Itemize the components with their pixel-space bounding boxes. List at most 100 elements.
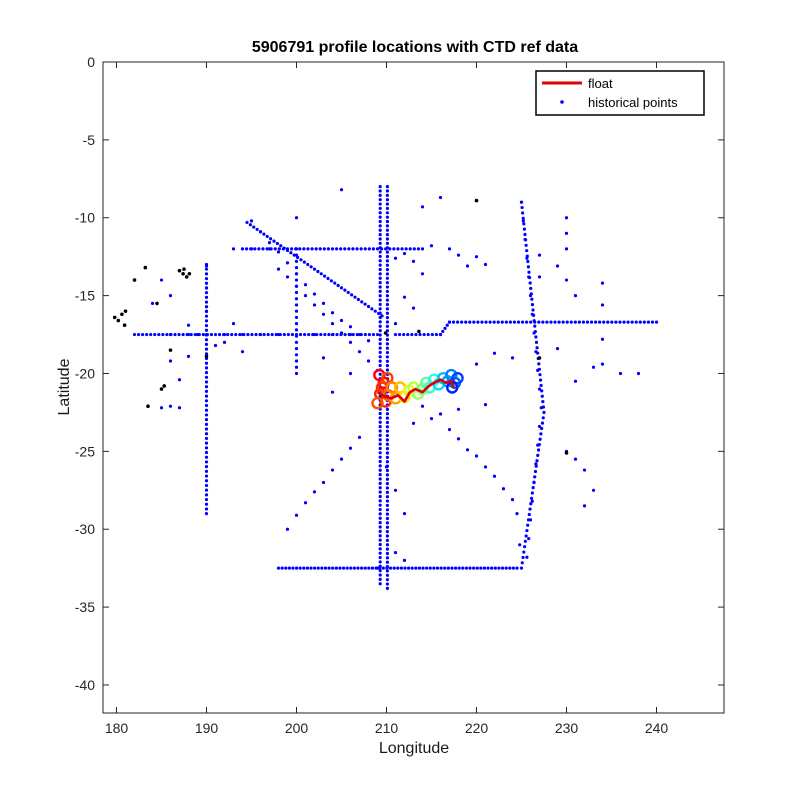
historical-point <box>460 320 464 324</box>
historical-point <box>289 251 293 255</box>
historical-point <box>526 523 530 527</box>
historical-point <box>193 332 197 337</box>
historical-point <box>564 278 569 282</box>
historical-point <box>439 566 443 570</box>
historical-point <box>378 446 382 451</box>
historical-point <box>402 558 407 562</box>
float-profile-marker <box>371 396 384 410</box>
historical-point <box>209 332 214 337</box>
historical-point <box>542 410 546 415</box>
historical-point <box>366 339 371 343</box>
historical-point <box>378 263 382 267</box>
historical-point <box>357 332 362 337</box>
historical-point <box>540 421 545 425</box>
historical-point <box>292 253 296 257</box>
float-profile-marker <box>451 371 464 385</box>
historical-point <box>418 332 422 337</box>
historical-point <box>267 241 272 245</box>
historical-point <box>618 371 623 376</box>
historical-point <box>204 460 209 464</box>
y-tick-label: -15 <box>75 288 95 304</box>
historical-point <box>378 425 382 429</box>
historical-point <box>253 247 257 251</box>
historical-point <box>204 502 209 506</box>
historical-point <box>318 247 322 251</box>
historical-point <box>330 311 335 315</box>
y-axis-label: Latitude <box>56 358 73 415</box>
historical-point <box>474 255 479 259</box>
historical-point <box>573 457 578 461</box>
historical-point <box>522 222 526 226</box>
historical-point <box>240 247 245 251</box>
historical-point <box>378 259 382 263</box>
historical-point <box>265 234 269 239</box>
historical-point <box>204 488 209 492</box>
x-tick-label: 220 <box>465 720 489 736</box>
x-tick-label: 200 <box>285 720 309 736</box>
historical-point <box>312 303 317 307</box>
historical-point <box>410 566 414 570</box>
historical-point <box>384 465 389 469</box>
historical-point <box>402 332 406 337</box>
historical-point <box>132 332 137 337</box>
historical-point <box>378 573 382 577</box>
historical-point <box>474 362 479 366</box>
historical-point <box>493 566 497 570</box>
historical-point <box>331 566 335 570</box>
historical-point <box>385 416 389 420</box>
historical-point <box>521 211 525 215</box>
historical-point <box>385 241 389 245</box>
historical-point <box>378 272 382 276</box>
historical-point <box>533 469 538 474</box>
historical-point <box>367 566 371 570</box>
historical-point <box>375 566 380 570</box>
historical-point <box>323 332 327 337</box>
historical-point <box>385 224 389 228</box>
historical-point <box>351 247 355 251</box>
historical-point <box>385 582 389 586</box>
historical-point <box>510 356 515 360</box>
historical-point <box>385 460 389 464</box>
historical-point <box>385 184 389 189</box>
historical-point <box>557 320 561 324</box>
historical-point <box>534 462 538 466</box>
historical-point <box>385 359 389 363</box>
historical-point <box>378 582 382 586</box>
historical-point <box>378 516 382 520</box>
historical-point <box>204 291 209 295</box>
historical-point <box>420 205 425 209</box>
historical-point <box>476 320 480 324</box>
historical-point <box>385 346 389 350</box>
historical-point <box>378 534 382 538</box>
historical-point <box>378 211 382 215</box>
historical-point <box>378 359 382 363</box>
historical-point <box>527 512 531 517</box>
historical-point <box>373 309 377 313</box>
historical-point <box>204 427 209 431</box>
y-tick-label: -30 <box>75 521 95 537</box>
historical-point <box>385 429 389 433</box>
coast-point <box>474 198 479 203</box>
historical-point <box>204 366 209 370</box>
historical-point <box>614 320 618 324</box>
historical-point <box>594 320 598 324</box>
historical-point <box>385 556 389 560</box>
historical-point <box>204 394 209 398</box>
historical-point <box>145 332 149 337</box>
historical-point <box>385 355 389 359</box>
historical-point <box>541 320 545 324</box>
historical-point <box>204 371 209 375</box>
historical-point <box>204 436 209 441</box>
historical-point <box>378 350 382 355</box>
historical-point <box>357 350 362 354</box>
historical-point <box>536 368 540 372</box>
historical-point <box>385 233 389 237</box>
y-axis: 0 -5 -10 -15 -20 -25 -30 -35 -40 <box>75 54 724 693</box>
historical-point <box>356 297 360 302</box>
historical-point <box>289 247 294 251</box>
historical-point <box>204 319 209 323</box>
historical-point <box>532 331 536 335</box>
historical-point <box>378 499 382 503</box>
historical-point <box>204 432 209 436</box>
coast-point <box>146 404 150 408</box>
